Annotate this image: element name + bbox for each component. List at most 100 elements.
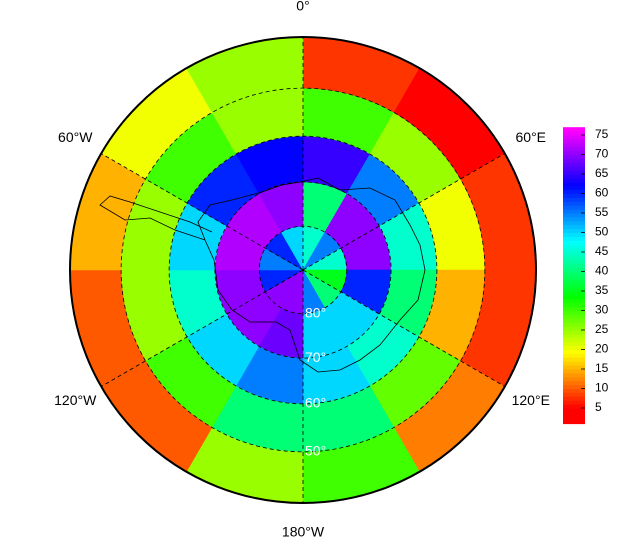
colorbar-swatch — [563, 236, 585, 241]
colorbar-swatch — [563, 209, 585, 214]
colorbar-swatch — [563, 380, 585, 386]
colorbar-swatch — [563, 337, 585, 343]
colorbar-swatch — [563, 135, 585, 140]
meridian-line — [302, 153, 505, 271]
colorbar-swatch — [563, 357, 585, 362]
colorbar-swatch — [563, 216, 585, 222]
map-boundary — [69, 36, 537, 504]
colorbar-swatch — [563, 244, 585, 249]
colorbar-swatch — [563, 392, 585, 397]
labels: 80° 70° 60° 50° 0° 60°E 120°E 180°W 120°W 60°W — [54, 0, 550, 540]
colorbar-swatch — [563, 240, 585, 245]
colorbar-swatch — [563, 298, 585, 304]
colorbar-swatch — [563, 177, 585, 183]
colorbar-swatch — [563, 365, 585, 370]
colorbar-swatch — [563, 150, 585, 155]
colorbar-swatch — [563, 333, 585, 339]
colorbar-tick-label: 40 — [595, 264, 609, 278]
latitude-label: 60° — [305, 395, 326, 411]
colorbar-swatch — [563, 170, 585, 175]
colorbar-swatch — [563, 384, 585, 389]
colorbar-swatch — [563, 189, 585, 194]
colorbar-swatch — [563, 205, 585, 210]
colorbar-swatch — [563, 330, 585, 335]
colorbar-swatch — [563, 302, 585, 308]
longitude-label: 120°W — [54, 392, 97, 408]
meridian-line — [101, 269, 304, 387]
colorbar-swatch — [563, 415, 585, 421]
colorbar-swatch — [563, 396, 585, 401]
colorbar-tick-label: 60 — [595, 186, 609, 200]
colorbar-swatch — [563, 193, 585, 198]
colorbar-swatch — [563, 361, 585, 366]
colorbar-swatch — [563, 181, 585, 187]
colorbar-swatch — [563, 232, 585, 237]
colorbar-swatch — [563, 287, 585, 292]
colorbar-swatch — [563, 142, 585, 148]
longitude-label: 60°W — [58, 129, 93, 145]
colorbar-tick-label: 20 — [595, 342, 609, 356]
colorbar-swatch — [563, 174, 585, 179]
latitude-label: 70° — [305, 349, 326, 365]
colorbar-swatch — [563, 279, 585, 284]
colorbar-tick-label: 70 — [595, 147, 609, 161]
colorbar-swatch — [563, 310, 585, 315]
colorbar-swatch — [563, 259, 585, 265]
latitude-line — [120, 87, 486, 453]
colorbar-swatch — [563, 376, 585, 382]
colorbar-swatch — [563, 185, 585, 191]
meridian-line — [302, 269, 505, 387]
colorbar-swatch — [563, 162, 585, 167]
latitude-label: 50° — [305, 443, 326, 459]
colorbar-swatch — [563, 314, 585, 319]
colorbar-tick-label: 10 — [595, 381, 609, 395]
colorbar-tick-label: 25 — [595, 322, 609, 336]
longitude-label: 0° — [296, 0, 309, 14]
colorbar-swatch — [563, 197, 585, 202]
colorbar-swatch — [563, 400, 585, 405]
colorbar-swatch — [563, 345, 585, 350]
colorbar-swatch — [563, 158, 585, 163]
colorbar-swatch — [563, 419, 585, 425]
colorbar-swatch — [563, 411, 585, 417]
colorbar-swatch — [563, 224, 585, 230]
colorbar-swatch — [563, 294, 585, 300]
colorbar-swatch — [563, 322, 585, 327]
colorbar-swatch — [563, 408, 585, 413]
longitude-label: 60°E — [516, 129, 547, 145]
colorbar-swatch — [563, 341, 585, 347]
colorbar-tick-label: 75 — [595, 127, 609, 141]
colorbar-swatch — [563, 213, 585, 218]
colorbar-tick-label: 5 — [595, 400, 602, 414]
colorbar-swatch — [563, 154, 585, 159]
colorbar-swatch — [563, 275, 585, 280]
colorbar-swatch — [563, 127, 585, 132]
colorbar-swatch — [563, 349, 585, 354]
colorbar-swatch — [563, 267, 585, 272]
colorbar-tick-label: 55 — [595, 205, 609, 219]
longitude-label: 120°E — [512, 392, 550, 408]
colorbar-tick-label: 65 — [595, 166, 609, 180]
colorbar-swatch — [563, 369, 585, 374]
colorbar-swatch — [563, 263, 585, 269]
colorbar-swatch — [563, 271, 585, 276]
colorbar-swatch — [563, 146, 585, 152]
colorbar-swatch — [563, 131, 585, 136]
colorbar-swatch — [563, 201, 585, 206]
colorbar-tick-label: 30 — [595, 303, 609, 317]
colorbar-swatch — [563, 372, 585, 378]
colorbar-swatch — [563, 166, 585, 171]
colorbar-swatch — [563, 404, 585, 409]
colorbar-swatch — [563, 318, 585, 323]
latitude-label: 80° — [305, 304, 326, 320]
longitude-label: 180°W — [282, 524, 325, 540]
colorbar-swatch — [563, 252, 585, 257]
field — [69, 36, 537, 504]
colorbar-swatch — [563, 248, 585, 253]
colorbar-swatch — [563, 306, 585, 311]
colorbar-tick-label: 45 — [595, 244, 609, 258]
colorbar-swatch — [563, 353, 585, 358]
colorbar-swatch — [563, 220, 585, 226]
colorbar-swatch — [563, 255, 585, 261]
